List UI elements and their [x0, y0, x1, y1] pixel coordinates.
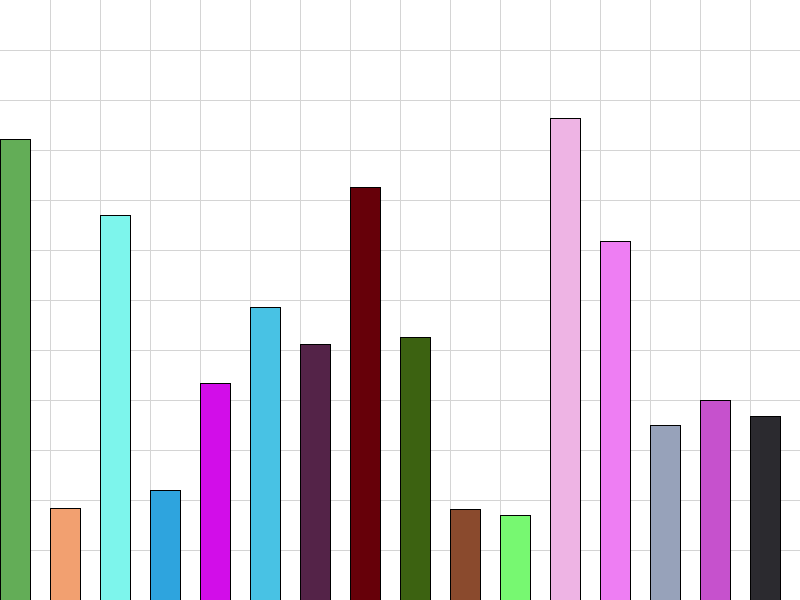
- bar-15: [700, 400, 731, 600]
- bar-4: [150, 490, 181, 600]
- bar-3: [100, 215, 131, 600]
- bar-2: [50, 508, 81, 600]
- bar-9: [400, 337, 431, 600]
- bar-5: [200, 383, 231, 600]
- bar-12: [550, 118, 581, 600]
- bar-10: [450, 509, 481, 600]
- bar-13: [600, 241, 631, 600]
- bar-7: [300, 344, 331, 600]
- bar-1: [0, 139, 31, 600]
- bar-6: [250, 307, 281, 600]
- bar-8: [350, 187, 381, 600]
- bar-11: [500, 515, 531, 600]
- bar-16: [750, 416, 781, 600]
- bars: [0, 118, 781, 600]
- bar-14: [650, 425, 681, 600]
